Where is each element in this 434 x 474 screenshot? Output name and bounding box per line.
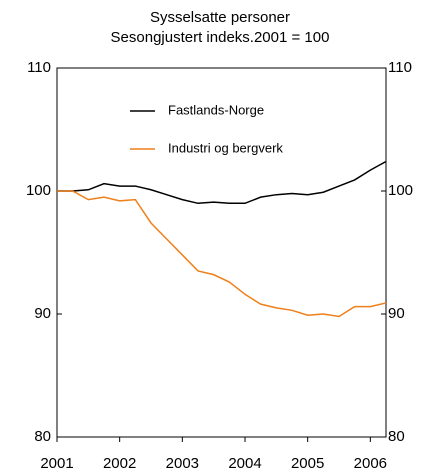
legend-label: Fastlands-Norge [168,102,264,117]
legend-label: Industri og bergverk [168,140,283,155]
plot-frame [56,67,387,438]
y2-tick-label: 110 [388,59,412,76]
chart-subtitle: Sesongjustert indeks.2001 = 100 [111,29,330,46]
x-tick-label: 2002 [103,455,136,472]
y2-tick-label: 80 [388,428,405,445]
y-tick-label: 110 [27,59,51,76]
line [57,160,387,205]
x-tick-label: 2001 [40,455,73,472]
x-tick-label: 2004 [228,455,261,472]
x-tick-label: 2006 [354,455,387,472]
x-tick-label: 2003 [166,455,199,472]
y2-tick-label: 100 [388,182,413,199]
y2-tick-label: 90 [388,305,405,322]
y-tick-label: 90 [34,305,51,322]
y-tick-label: 80 [34,428,51,445]
y-tick-label: 100 [26,182,51,199]
x-tick-label: 2005 [291,455,324,472]
chart-title: Sysselsatte personer [150,9,290,26]
line [57,190,387,318]
